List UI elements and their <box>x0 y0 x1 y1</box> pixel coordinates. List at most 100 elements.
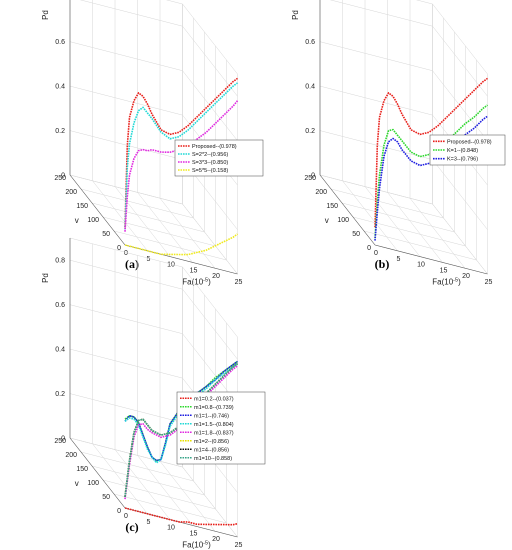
gridline-floor-x <box>92 180 148 251</box>
gridline-floor-y <box>363 230 477 261</box>
gridline-floor-x <box>387 192 443 263</box>
panel-caption: (c) <box>125 520 138 534</box>
x-tick-label: 10 <box>167 262 175 269</box>
legend-label-5: m1=2--(0.856) <box>194 439 229 445</box>
y-axis-line <box>69 174 126 246</box>
gridline-floor-y <box>80 451 194 482</box>
gridline-floor-x <box>342 180 398 251</box>
y-tick-label: 100 <box>87 480 99 487</box>
gridline-floor-y <box>102 216 216 247</box>
legend-label-6: m1=4--(0.856) <box>194 447 229 453</box>
gridline-side-z <box>182 26 238 97</box>
y-axis-label: v <box>75 479 79 488</box>
z-tick-label: 0 <box>61 173 65 180</box>
x-tick-label: 25 <box>485 279 493 286</box>
y-tick-label: 200 <box>65 189 77 196</box>
gridline-top-side <box>182 266 238 338</box>
x-axis-label: Fa(10-5) <box>432 277 461 286</box>
z-axis-label: Pd <box>291 10 300 20</box>
gridline-back-z <box>69 393 183 423</box>
series-line-1 <box>374 104 488 239</box>
x-axis-label: Fa(10-5) <box>182 277 211 286</box>
x-tick-label: 0 <box>374 250 378 257</box>
x-tick-label: 25 <box>235 279 243 286</box>
y-tick-label: 100 <box>87 217 99 224</box>
gridline-floor-x <box>114 186 171 257</box>
series-line-3 <box>124 363 238 464</box>
y-axis-line <box>69 437 126 509</box>
gridline-back-z <box>69 41 183 71</box>
y-axis-label: v <box>75 216 79 225</box>
legend-label-1: m1=0.8--(0.739) <box>194 405 234 411</box>
legend-label-3: m1=1.5--(0.804) <box>194 422 234 428</box>
x-axis-label-exponent: -5 <box>203 540 208 546</box>
gridline-top-back <box>415 0 433 5</box>
gridline-floor-x <box>182 466 238 538</box>
x-axis-label-main: Fa(10 <box>182 277 203 286</box>
gridline-floor-x <box>432 203 488 275</box>
gridline-floor-x <box>114 449 171 520</box>
y-tick-label: 150 <box>76 466 88 473</box>
y-tick-label: 0 <box>117 245 121 252</box>
legend-label-0: m1=0.2--(0.037) <box>194 396 234 402</box>
legend: Proposed--(0.978) S=2*2--(0.956) S=3*3--(0… <box>174 139 264 177</box>
x-axis-label-close: ) <box>208 540 211 549</box>
x-axis-line <box>374 244 488 275</box>
y-tick-label: 100 <box>337 217 349 224</box>
x-tick-label: 15 <box>440 267 448 274</box>
gridline-back-z <box>319 130 433 160</box>
gridline-floor-x <box>137 455 193 526</box>
x-tick-label: 5 <box>147 256 151 263</box>
z-tick-label: 0 <box>61 436 65 443</box>
x-axis-label-close: ) <box>458 277 461 286</box>
series-line-2 <box>124 100 239 232</box>
gridline-back-z <box>69 130 183 160</box>
gridline-floor-y <box>102 479 216 510</box>
legend-label-3: S=5*5--(0.158) <box>192 168 228 174</box>
x-tick-label: 10 <box>167 525 175 532</box>
gridline-top-side <box>182 3 238 75</box>
panel-caption: (b) <box>375 257 390 271</box>
series-line-0 <box>124 507 238 526</box>
legend-label-2: S=3*3--(0.850) <box>192 160 228 166</box>
y-tick-label: 250 <box>54 438 66 445</box>
gridline-top-back <box>69 237 183 268</box>
legend-label-0: Proposed--(0.978) <box>192 144 237 150</box>
gridline-floor-x <box>364 186 421 257</box>
z-tick-label: 0.2 <box>55 128 65 135</box>
y-tick-label: 150 <box>326 203 338 210</box>
legend-box <box>429 134 506 166</box>
legend: Proposed--(0.978) K=1--(0.848) K=3--(0.796… <box>429 134 506 166</box>
series-line-7 <box>124 363 238 497</box>
y-tick-label: 0 <box>117 508 121 515</box>
gridline-floor-x <box>137 192 193 263</box>
series-line-1 <box>124 360 238 462</box>
gridline-floor-x <box>159 198 216 269</box>
legend-box <box>176 391 266 465</box>
legend-label-4: m1=1.8--(0.837) <box>194 430 234 436</box>
y-tick-label: 200 <box>315 189 327 196</box>
y-tick-label: 250 <box>304 175 316 182</box>
y-tick-label: 0 <box>367 245 371 252</box>
gridline-floor-y <box>69 437 183 468</box>
y-tick-label: 50 <box>102 494 110 501</box>
gridline-back-z <box>319 41 433 71</box>
x-axis-label-main: Fa(10 <box>182 540 203 549</box>
gridline-side-z <box>182 289 238 360</box>
x-tick-label: 0 <box>124 513 128 520</box>
gridline-back-z <box>69 259 183 290</box>
z-axis-label: Pd <box>41 10 50 20</box>
legend-box <box>174 139 264 177</box>
axes <box>319 0 488 275</box>
gridline-floor-y <box>91 465 205 496</box>
panel-a: 00.20.40.60.80510152025050100150200250Pd… <box>41 0 264 286</box>
x-tick-label: 10 <box>417 262 425 269</box>
y-tick-label: 50 <box>102 231 110 238</box>
x-tick-label: 20 <box>212 536 220 543</box>
legend-label-1: K=1--(0.848) <box>447 148 478 154</box>
gridline-side-z <box>432 70 488 141</box>
y-axis-label: v <box>325 216 329 225</box>
gridline-side-z <box>182 70 238 141</box>
z-tick-label: 0.6 <box>55 302 65 309</box>
